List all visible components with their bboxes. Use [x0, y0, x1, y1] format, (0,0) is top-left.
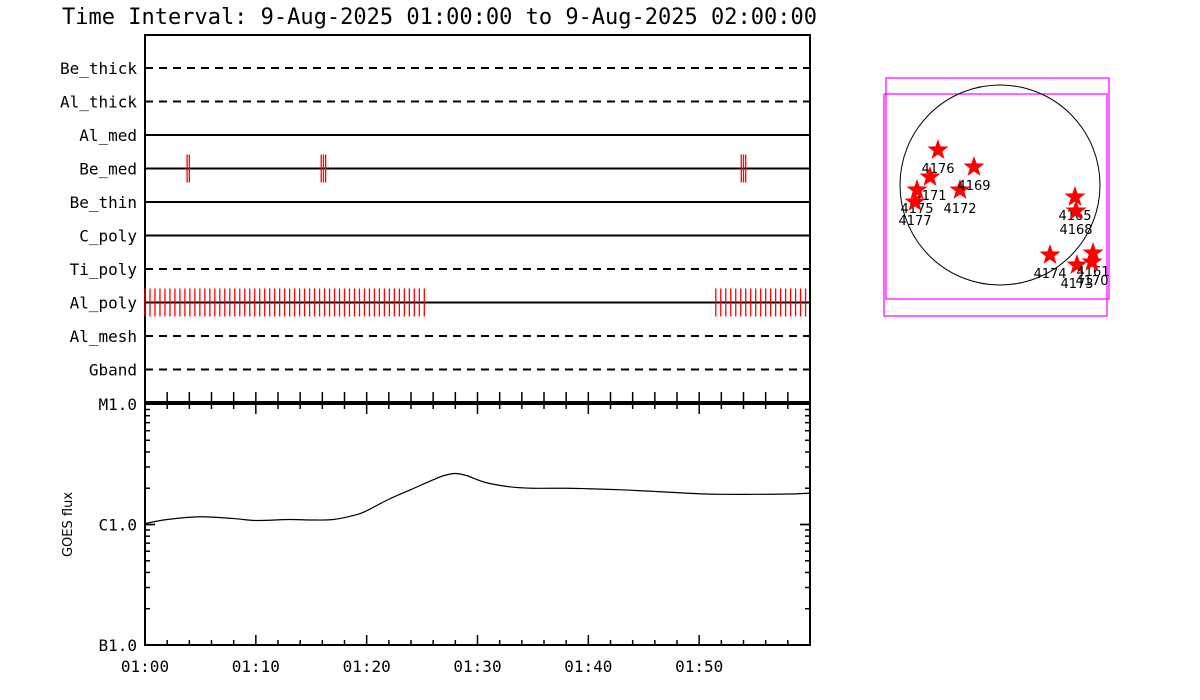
active-region-star [904, 191, 926, 211]
x-tick-label: 01:00 [121, 657, 169, 676]
timeline-frame [144, 34, 811, 403]
active-region-label: 4168 [1059, 223, 1092, 238]
goes-flux-line [144, 472, 811, 525]
filter-label: Al_poly [70, 294, 138, 313]
active-region-star [919, 166, 941, 186]
goes-frame [144, 403, 811, 646]
active-region-label: 4161 [1076, 265, 1109, 280]
active-region-star [1064, 186, 1086, 206]
x-tick-label: 01:40 [564, 657, 612, 676]
active-region-star [1081, 251, 1103, 271]
filter-label: Be_thin [70, 193, 137, 212]
active-region-label: 4172 [943, 202, 976, 217]
active-region-label: 4170 [1075, 274, 1108, 289]
active-region-star [1082, 242, 1104, 262]
active-region-star [1066, 254, 1088, 274]
active-region-star [1039, 244, 1061, 264]
filter-label: Al_mesh [70, 327, 137, 346]
fov-box [885, 77, 1110, 300]
active-region-star [949, 179, 971, 199]
filter-timeline-panel: Be_thick Al_thick Al_med Be_med Be_thin C_pol… [60, 34, 811, 403]
filter-label: Al_thick [60, 93, 137, 112]
filter-label: Gband [89, 361, 137, 380]
x-tick-label: 01:30 [453, 657, 501, 676]
active-region-star [906, 179, 928, 199]
active-region-label: 4175 [900, 202, 933, 217]
active-region-label: 4173 [1060, 277, 1093, 292]
active-region-label: 4169 [957, 179, 990, 194]
y-axis-label: GOES flux [61, 492, 76, 557]
goes-flux-panel: B1.0 C1.0 M1.0 GOES flux 01:00 01:10 01:20 01:3… [61, 392, 811, 676]
active-region-star [927, 139, 949, 159]
chart-title: Time Interval: 9-Aug-2025 01:00:00 to 9-… [62, 5, 817, 30]
y-tick-label: M1.0 [98, 395, 137, 414]
y-tick-label: B1.0 [98, 636, 137, 655]
x-tick-label: 01:10 [232, 657, 280, 676]
y-tick-label: C1.0 [98, 516, 137, 535]
x-tick-label: 01:20 [343, 657, 391, 676]
filter-label: Be_med [79, 160, 137, 179]
active-region-star [1065, 200, 1087, 220]
filter-label: Be_thick [60, 59, 137, 78]
active-region-label: 4177 [898, 214, 931, 229]
filter-label: Ti_poly [70, 260, 138, 279]
filter-label: C_poly [79, 227, 137, 246]
active-region-label: 4165 [1058, 209, 1091, 224]
active-region-label: 4174 [1033, 267, 1066, 282]
solar-disk-panel: 4176417141754177417241694165416841744173… [883, 77, 1110, 317]
fov-box [883, 93, 1108, 317]
active-region-star [963, 156, 985, 176]
x-tick-label: 01:50 [675, 657, 723, 676]
filter-label: Al_med [79, 126, 137, 145]
solar-limb [899, 84, 1101, 286]
